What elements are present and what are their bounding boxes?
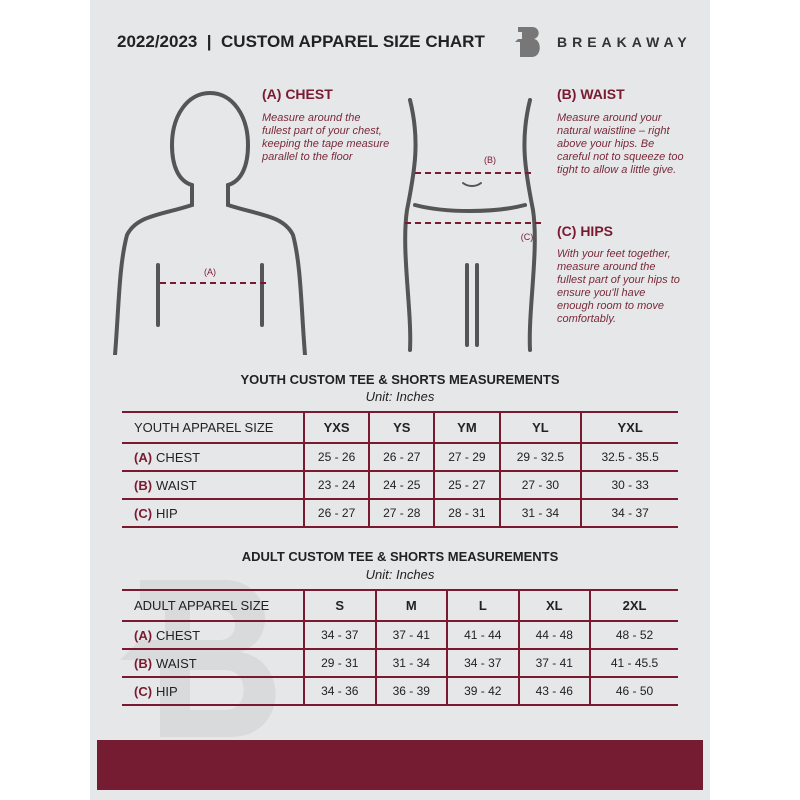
cell: 46 - 50 [589, 677, 678, 706]
size-col: XL [517, 590, 591, 622]
hips-heading: (C) HIPS [557, 223, 613, 239]
row-name: CHEST [156, 627, 201, 643]
size-col: L [446, 590, 519, 622]
cell: 27 - 30 [498, 471, 582, 500]
cell: 37 - 41 [374, 621, 448, 650]
cell: 26 - 27 [368, 443, 435, 472]
table-header-row: YOUTH APPAREL SIZE YXS YS YM YL YXL [122, 412, 678, 444]
cell: 34 - 36 [303, 677, 376, 706]
cell: 31 - 34 [374, 649, 448, 678]
adult-size-table: ADULT APPAREL SIZE S M L XL 2XL (A) CHEST… [122, 589, 678, 706]
size-col: YL [498, 412, 582, 444]
cell: 34 - 37 [580, 499, 678, 528]
row-name: CHEST [156, 449, 201, 465]
adult-unit: Unit: Inches [365, 567, 435, 582]
size-col: YXL [580, 412, 678, 444]
cell: 25 - 26 [302, 443, 370, 472]
row-label: (C) HIP [122, 499, 304, 528]
cell: 24 - 25 [368, 471, 435, 500]
size-col: YXS [302, 412, 370, 444]
size-col: YS [368, 412, 435, 444]
table-row: (B) WAIST 29 - 31 31 - 34 34 - 37 37 - 41 41 -… [122, 649, 678, 678]
row-name: HIP [156, 683, 178, 699]
table-row: (A) CHEST 34 - 37 37 - 41 41 - 44 44 - 48 48 -… [122, 621, 678, 650]
cell: 31 - 34 [498, 499, 582, 528]
cell: 26 - 27 [302, 499, 370, 528]
youth-size-table: YOUTH APPAREL SIZE YXS YS YM YL YXL (A) C… [122, 411, 678, 528]
cell: 41 - 44 [446, 621, 519, 650]
size-col: YM [433, 412, 500, 444]
waist-marker: (B) [484, 155, 496, 165]
cell: 27 - 28 [368, 499, 435, 528]
row-label: (A) CHEST [122, 443, 304, 472]
row-letter: (A) [134, 449, 153, 465]
table-row: (C) HIP 26 - 27 27 - 28 28 - 31 31 - 34 34 - 3… [122, 499, 678, 528]
row-name: HIP [156, 505, 178, 521]
size-header: ADULT APPAREL SIZE [122, 590, 304, 622]
cell: 25 - 27 [433, 471, 500, 500]
table-row: (A) CHEST 25 - 26 26 - 27 27 - 29 29 - 32.5 32… [122, 443, 678, 472]
cell: 37 - 41 [517, 649, 591, 678]
size-col: M [374, 590, 448, 622]
cell: 34 - 37 [446, 649, 519, 678]
cell: 44 - 48 [517, 621, 591, 650]
row-letter: (C) [134, 683, 153, 699]
cell: 48 - 52 [589, 621, 678, 650]
torso-illustration: (B) (C) [403, 98, 545, 352]
cell: 28 - 31 [433, 499, 500, 528]
chest-marker: (A) [204, 267, 216, 277]
cell: 34 - 37 [303, 621, 376, 650]
row-letter: (C) [134, 505, 153, 521]
cell: 29 - 32.5 [498, 443, 582, 472]
row-name: WAIST [156, 655, 197, 671]
row-label: (C) HIP [122, 677, 304, 706]
youth-table-title: YOUTH CUSTOM TEE & SHORTS MEASUREMENTS [240, 372, 560, 387]
cell: 23 - 24 [302, 471, 370, 500]
cell: 32.5 - 35.5 [580, 443, 678, 472]
size-col: S [303, 590, 376, 622]
upper-body-illustration: (A) [113, 90, 307, 355]
breakaway-logo-icon [515, 27, 540, 57]
row-letter: (B) [134, 655, 153, 671]
table-row: (C) HIP 34 - 36 36 - 39 39 - 42 43 - 46 46 - 5… [122, 677, 678, 706]
table-header-row: ADULT APPAREL SIZE S M L XL 2XL [122, 590, 678, 622]
youth-unit: Unit: Inches [365, 389, 435, 404]
footer-band [97, 740, 703, 790]
row-label: (A) CHEST [122, 621, 304, 650]
size-header: YOUTH APPAREL SIZE [122, 412, 304, 444]
table-row: (B) WAIST 23 - 24 24 - 25 25 - 27 27 - 30 30 -… [122, 471, 678, 500]
row-label: (B) WAIST [122, 649, 304, 678]
adult-table-title: ADULT CUSTOM TEE & SHORTS MEASUREMENTS [241, 549, 559, 564]
cell: 41 - 45.5 [589, 649, 678, 678]
row-letter: (A) [134, 627, 153, 643]
hips-description: With your feet together, measure around … [557, 248, 680, 325]
row-name: WAIST [156, 477, 197, 493]
cell: 29 - 31 [303, 649, 376, 678]
waist-description: Measure around your natural waistline – … [557, 112, 684, 176]
chest-description: Measure around the fullest part of your … [262, 112, 390, 163]
cell: 43 - 46 [517, 677, 591, 706]
chest-heading: (A) CHEST [262, 86, 333, 102]
cell: 30 - 33 [580, 471, 678, 500]
size-col: 2XL [589, 590, 678, 622]
brand-name: BREAKAWAY [557, 34, 692, 50]
cell: 39 - 42 [446, 677, 519, 706]
row-label: (B) WAIST [122, 471, 304, 500]
waist-heading: (B) WAIST [557, 86, 625, 102]
cell: 36 - 39 [374, 677, 448, 706]
page-title: 2022/2023 | CUSTOM APPAREL SIZE CHART [117, 32, 485, 51]
row-letter: (B) [134, 477, 153, 493]
hips-marker: (C) [521, 232, 534, 242]
cell: 27 - 29 [433, 443, 500, 472]
